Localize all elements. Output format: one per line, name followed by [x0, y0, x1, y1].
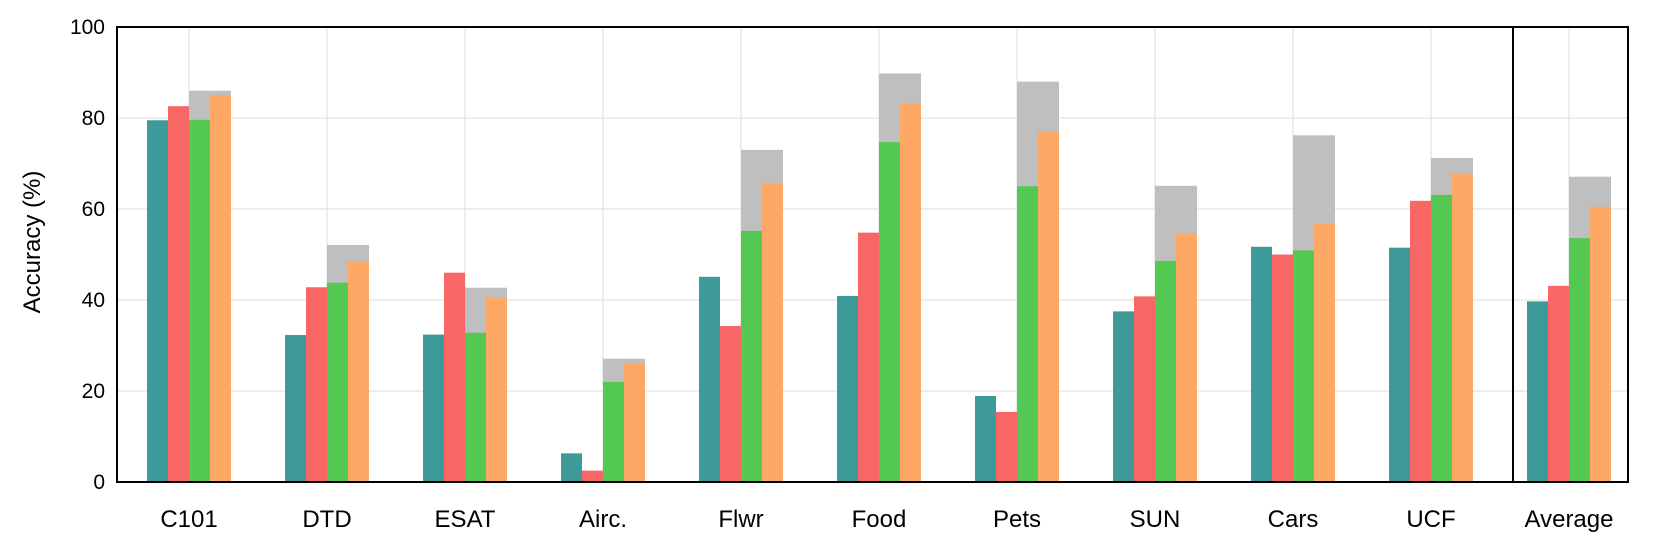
bar-series-3	[879, 142, 900, 483]
bar-series-4	[624, 363, 645, 482]
x-tick-label: Flwr	[718, 506, 763, 533]
x-tick-label: DTD	[302, 506, 351, 533]
x-tick-label: Average	[1525, 506, 1614, 533]
y-tick-label: 60	[82, 198, 105, 221]
bar-series-1	[975, 396, 996, 482]
bar-series-4	[900, 103, 921, 482]
axes	[116, 26, 1629, 483]
bar-series-1	[147, 120, 168, 483]
bar-series-3	[465, 332, 486, 482]
bar-series-1	[423, 334, 444, 482]
y-tick-label: 0	[93, 471, 105, 494]
y-tick-label: 100	[70, 16, 105, 39]
labels: 0 20 40 60 80 100 C101 DTD ESAT Airc. Flwr Food Pets…	[70, 16, 1614, 533]
y-tick-label: 40	[82, 289, 105, 312]
bar-series-2	[996, 411, 1017, 482]
plot-frame	[116, 26, 1629, 483]
x-tick-label: SUN	[1130, 506, 1181, 533]
bar-series-1	[285, 335, 306, 482]
bar-series-4	[210, 95, 231, 482]
bar-series-4	[348, 261, 369, 482]
bar-series-1	[1113, 311, 1134, 482]
x-tick-label: Food	[852, 506, 907, 533]
bar-series-4	[1590, 206, 1611, 482]
bar-series-2	[582, 470, 603, 482]
y-tick-label: 20	[82, 380, 105, 403]
bar-series-2	[1272, 254, 1293, 482]
bar-series-3	[741, 230, 762, 482]
bar-series-1	[837, 295, 858, 482]
bar-series-3	[1293, 250, 1314, 482]
bar-series-4	[1176, 233, 1197, 482]
bar-series-3	[1569, 238, 1590, 482]
bar-series-1	[1251, 246, 1272, 482]
bar-series-3	[1431, 194, 1452, 482]
bar-series-1	[1389, 247, 1410, 482]
bar-series-2	[168, 106, 189, 483]
bar-series-2	[1548, 285, 1569, 482]
bars	[147, 73, 1611, 483]
bar-series-3	[1155, 260, 1176, 482]
x-tick-label: Pets	[993, 506, 1041, 533]
x-tick-label: Cars	[1268, 506, 1319, 533]
x-tick-label: C101	[160, 506, 217, 533]
bar-series-4	[1314, 224, 1335, 482]
x-tick-label: UCF	[1406, 506, 1455, 533]
bar-series-3	[327, 282, 348, 482]
bar-series-1	[561, 453, 582, 482]
bar-series-3	[603, 381, 624, 482]
y-axis-title: Accuracy (%)	[19, 171, 46, 314]
bar-series-4	[762, 183, 783, 482]
bar-series-1	[699, 276, 720, 482]
bar-series-2	[1134, 296, 1155, 482]
bar-series-2	[720, 325, 741, 482]
x-tick-label: Airc.	[579, 506, 627, 533]
bar-series-2	[444, 272, 465, 482]
x-tick-label: ESAT	[435, 506, 496, 533]
bar-series-4	[1452, 173, 1473, 482]
bar-series-4	[486, 297, 507, 482]
bar-series-2	[1410, 200, 1431, 482]
bar-series-2	[306, 287, 327, 482]
bar-series-3	[189, 119, 210, 482]
bar-series-3	[1017, 186, 1038, 482]
y-tick-label: 80	[82, 107, 105, 130]
bar-series-2	[858, 232, 879, 482]
bar-series-4	[1038, 131, 1059, 482]
bar-series-1	[1527, 301, 1548, 482]
